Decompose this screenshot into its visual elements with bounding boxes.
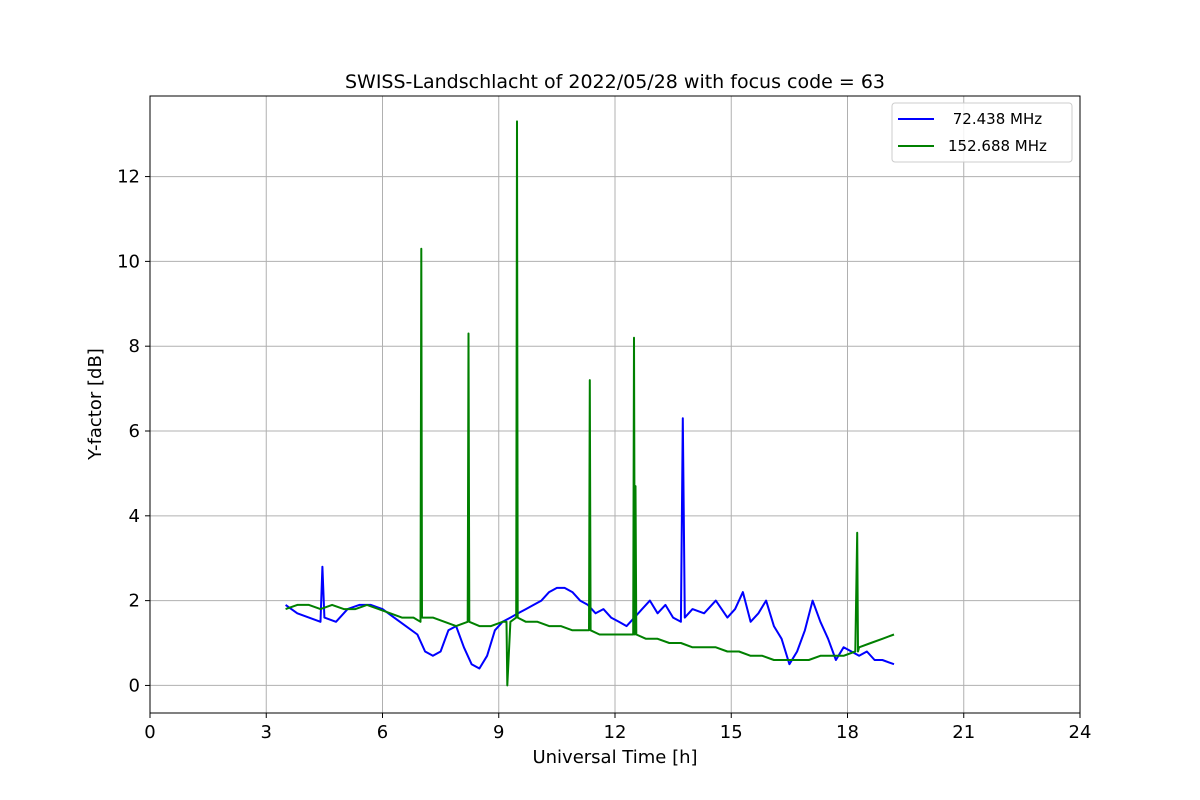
legend: 72.438 MHz 152.688 MHz — [891, 102, 1073, 163]
x-tick-label: 21 — [952, 722, 975, 743]
y-axis-ticks: 0 2 4 6 8 10 12 — [117, 167, 150, 696]
x-tick-label: 6 — [377, 722, 388, 743]
y-axis-label: Y-factor [dB] — [85, 348, 106, 461]
x-tick-label: 15 — [720, 722, 743, 743]
y-tick-label: 10 — [117, 251, 140, 272]
y-tick-label: 6 — [129, 421, 140, 442]
x-axis-label: Universal Time [h] — [532, 747, 697, 768]
legend-label-152mhz: 152.688 MHz — [948, 137, 1047, 155]
legend-box — [891, 102, 1073, 163]
y-tick-label: 0 — [129, 675, 140, 696]
y-tick-label: 2 — [129, 591, 140, 612]
plot-area — [285, 120, 895, 687]
y-tick-label: 12 — [117, 167, 140, 188]
series-line-72mhz — [285, 417, 895, 670]
series-line-152mhz — [285, 120, 895, 687]
x-tick-label: 24 — [1069, 722, 1092, 743]
x-tick-label: 0 — [144, 722, 155, 743]
y-tick-label: 4 — [129, 506, 140, 527]
y-tick-label: 8 — [129, 336, 140, 357]
chart-title: SWISS-Landschlacht of 2022/05/28 with fo… — [345, 71, 885, 93]
x-axis-ticks: 0 3 6 9 12 15 18 21 24 — [144, 713, 1091, 743]
x-tick-label: 12 — [604, 722, 627, 743]
x-tick-label: 18 — [836, 722, 859, 743]
x-tick-label: 9 — [493, 722, 504, 743]
x-tick-label: 3 — [261, 722, 272, 743]
legend-label-72mhz: 72.438 MHz — [948, 110, 1042, 128]
